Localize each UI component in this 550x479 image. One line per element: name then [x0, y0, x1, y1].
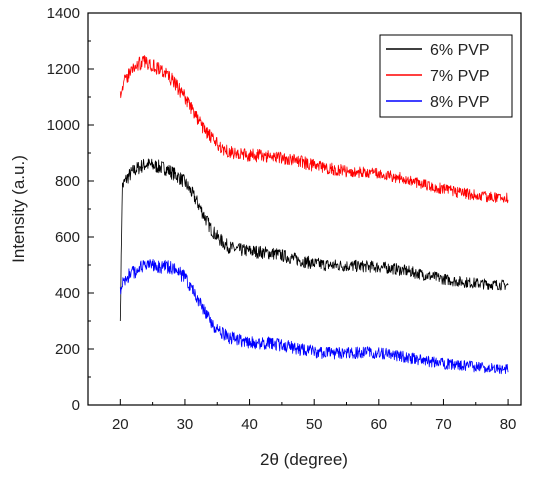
y-tick-label: 800 [55, 173, 80, 190]
y-tick-label: 1000 [47, 117, 80, 134]
y-axis-ticks: 0 200 400 600 800 1000 1200 1400 [47, 5, 94, 414]
x-tick-label: 50 [306, 416, 323, 433]
legend: 6% PVP 7% PVP 8% PVP [379, 34, 513, 118]
y-tick-label: 0 [72, 397, 80, 414]
series-line-8-pct-pvp [119, 259, 509, 375]
x-tick-label: 80 [500, 416, 517, 433]
x-tick-label: 70 [435, 416, 452, 433]
y-tick-label: 200 [55, 341, 80, 358]
y-tick-label: 1200 [47, 61, 80, 78]
legend-label-7-pct-pvp: 7% PVP [430, 68, 490, 85]
series-line-6-pct-pvp [119, 158, 509, 322]
series-layer [119, 55, 509, 375]
y-axis-label: Intensity (a.u.) [9, 155, 28, 263]
x-axis-label: 2θ (degree) [260, 450, 348, 469]
x-tick-label: 30 [177, 416, 194, 433]
y-tick-label: 1400 [47, 5, 80, 22]
legend-label-6-pct-pvp: 6% PVP [430, 42, 490, 59]
x-tick-label: 40 [241, 416, 258, 433]
series-line-7-pct-pvp [119, 55, 509, 204]
y-tick-label: 400 [55, 285, 80, 302]
x-axis-ticks: 20 30 40 50 60 70 80 [112, 399, 516, 433]
x-tick-label: 60 [370, 416, 387, 433]
y-tick-label: 600 [55, 229, 80, 246]
x-tick-label: 20 [112, 416, 129, 433]
legend-label-8-pct-pvp: 8% PVP [430, 94, 490, 111]
